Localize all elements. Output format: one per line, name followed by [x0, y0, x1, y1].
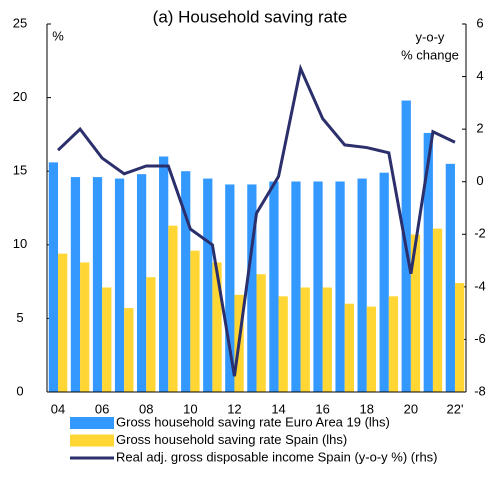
- chart-title: (a) Household saving rate: [153, 7, 348, 26]
- y2-tick-label: -4: [474, 278, 486, 293]
- y2-tick-label: 2: [476, 121, 483, 136]
- y2-axis-label: y-o-y: [416, 29, 445, 44]
- x-tick-label: 08: [139, 401, 153, 416]
- bar: [379, 172, 389, 392]
- bar: [92, 177, 103, 392]
- y2-tick-label: -2: [474, 226, 486, 241]
- bar: [454, 283, 465, 392]
- y2-tick-label: 4: [476, 68, 483, 83]
- bar: [203, 178, 213, 392]
- bar: [269, 181, 279, 392]
- x-tick-label: 10: [183, 401, 197, 416]
- legend-label: Gross household saving rate Spain (lhs): [116, 432, 347, 447]
- y-tick-label: 0: [16, 383, 23, 398]
- x-tick-label: 20: [404, 401, 418, 416]
- bar: [423, 132, 433, 393]
- bar: [291, 181, 301, 392]
- x-tick-label: 22': [446, 401, 463, 416]
- y-tick-label: 10: [13, 236, 27, 251]
- bar: [357, 178, 367, 392]
- bar: [278, 296, 288, 392]
- y-axis-label: %: [52, 28, 64, 43]
- y2-tick-label: -6: [474, 331, 486, 346]
- bar: [366, 306, 377, 392]
- bar: [146, 277, 156, 392]
- y2-tick-label: -8: [474, 383, 486, 398]
- x-tick-label: 12: [227, 401, 241, 416]
- bar: [159, 156, 169, 392]
- bar: [445, 163, 455, 392]
- x-tick-label: 06: [95, 401, 109, 416]
- bar: [432, 228, 443, 392]
- bar: [114, 178, 125, 392]
- y-tick-label: 20: [13, 89, 27, 104]
- legend-swatch: [70, 417, 114, 429]
- bar: [322, 287, 332, 392]
- bar: [225, 184, 235, 392]
- bar: [190, 250, 200, 392]
- y2-axis-label: % change: [401, 47, 459, 62]
- bar: [247, 184, 257, 392]
- bar: [313, 181, 323, 392]
- bar: [80, 262, 90, 392]
- bar: [70, 177, 81, 392]
- bar: [344, 303, 354, 392]
- bar: [335, 181, 345, 392]
- legend-swatch: [70, 434, 114, 447]
- y2-tick-label: 0: [476, 173, 483, 188]
- bar: [181, 171, 191, 392]
- bar: [58, 253, 68, 392]
- bar: [410, 234, 421, 392]
- x-tick-label: 16: [315, 401, 329, 416]
- bar: [102, 287, 112, 392]
- bar: [168, 225, 178, 392]
- bar: [256, 274, 266, 392]
- bar: [388, 296, 399, 392]
- bar: [136, 174, 147, 392]
- bar: [124, 308, 134, 392]
- legend-label: Gross household saving rate Euro Area 19…: [116, 414, 390, 429]
- x-tick-label: 14: [271, 401, 285, 416]
- y-tick-label: 25: [13, 15, 27, 30]
- y-tick-label: 5: [16, 310, 23, 325]
- y-tick-label: 15: [13, 163, 27, 178]
- x-tick-label: 18: [360, 401, 374, 416]
- bar: [48, 162, 59, 392]
- bar: [300, 287, 310, 392]
- y2-tick-label: 6: [476, 15, 483, 30]
- legend-label: Real adj. gross disposable income Spain …: [116, 449, 438, 464]
- line: [56, 63, 456, 377]
- bar: [212, 262, 222, 392]
- x-tick-label: 04: [51, 401, 65, 416]
